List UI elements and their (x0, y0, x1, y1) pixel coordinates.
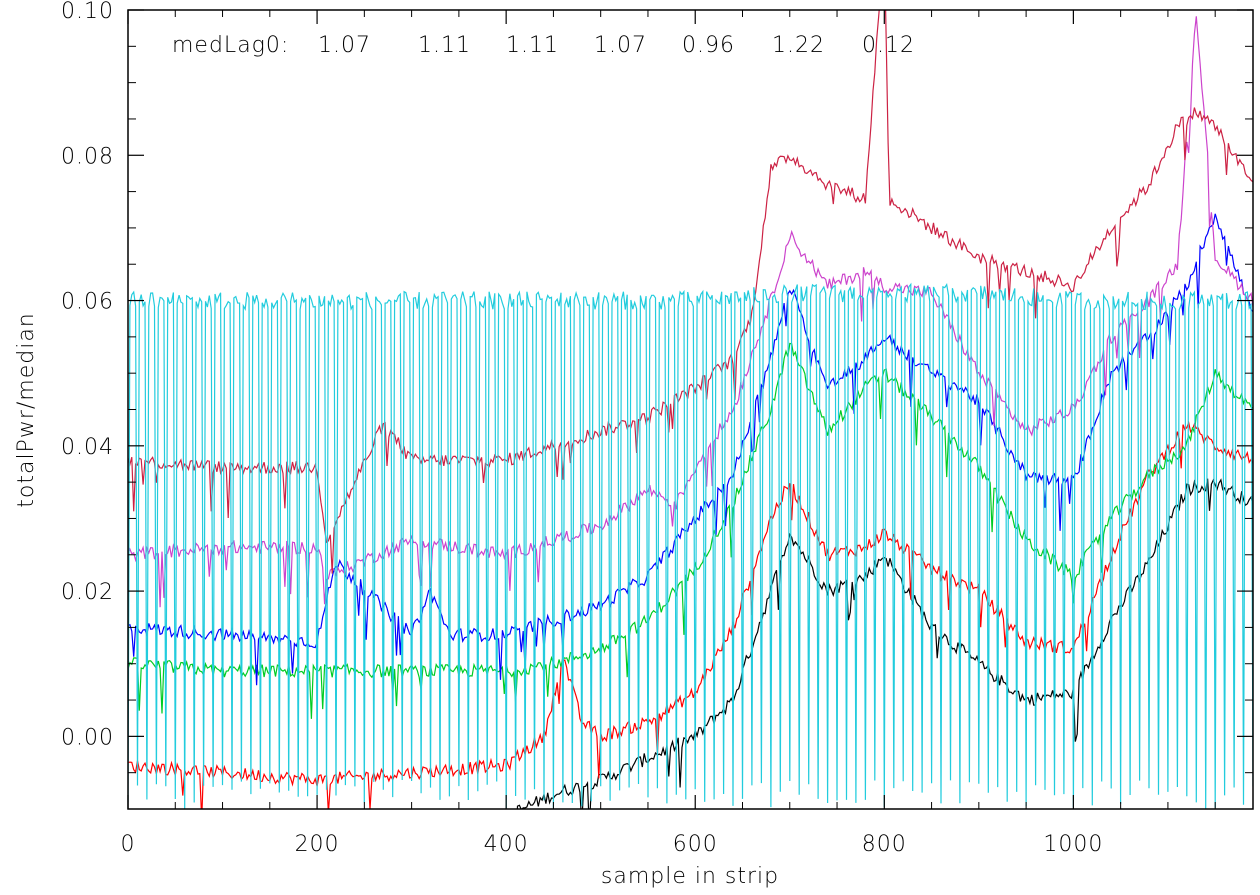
tick-labels: 0 200 400 600 800 1000 0.00 0.02 0.04 0.06 0.08 0.1… (61, 0, 1103, 857)
x-tick-label: 800 (862, 832, 907, 857)
series-line-2 (128, 420, 1253, 809)
y-tick-label: 0.10 (61, 0, 114, 24)
x-tick-label: 1000 (1043, 832, 1103, 857)
x-tick-label: 600 (673, 832, 718, 857)
y-tick-label: 0.08 (61, 144, 114, 169)
medlag-value: 1.11 (506, 33, 559, 58)
medlag-value: 1.07 (318, 33, 371, 58)
ticks-layer (127, 9, 1253, 810)
y-axis-title: totalPwr/median (14, 312, 39, 508)
medlag-value: 0.96 (682, 33, 735, 58)
x-tick-label: 0 (121, 832, 136, 857)
y-tick-label: 0.04 (61, 435, 114, 460)
medlag-value: 0.12 (862, 33, 915, 58)
medlag-value: 1.11 (418, 33, 471, 58)
y-tick-label: 0.02 (61, 580, 114, 605)
x-tick-label: 200 (295, 832, 340, 857)
x-tick-label: 400 (484, 832, 529, 857)
medlag-label: medLag0: (172, 33, 289, 58)
y-tick-label: 0.06 (61, 290, 114, 315)
series-line-7 (128, 282, 1253, 809)
series-line-3 (128, 342, 1253, 719)
medlag-annotation: medLag0: 1.07 1.11 1.11 1.07 0.96 1.22 0… (172, 33, 915, 58)
medlag-value: 1.07 (594, 33, 647, 58)
x-axis-title: sample in strip (601, 864, 779, 889)
medlag-value: 1.22 (772, 33, 825, 58)
series-line-1 (516, 478, 1253, 809)
series-layer (128, 10, 1253, 809)
y-tick-label: 0.00 (61, 725, 114, 750)
